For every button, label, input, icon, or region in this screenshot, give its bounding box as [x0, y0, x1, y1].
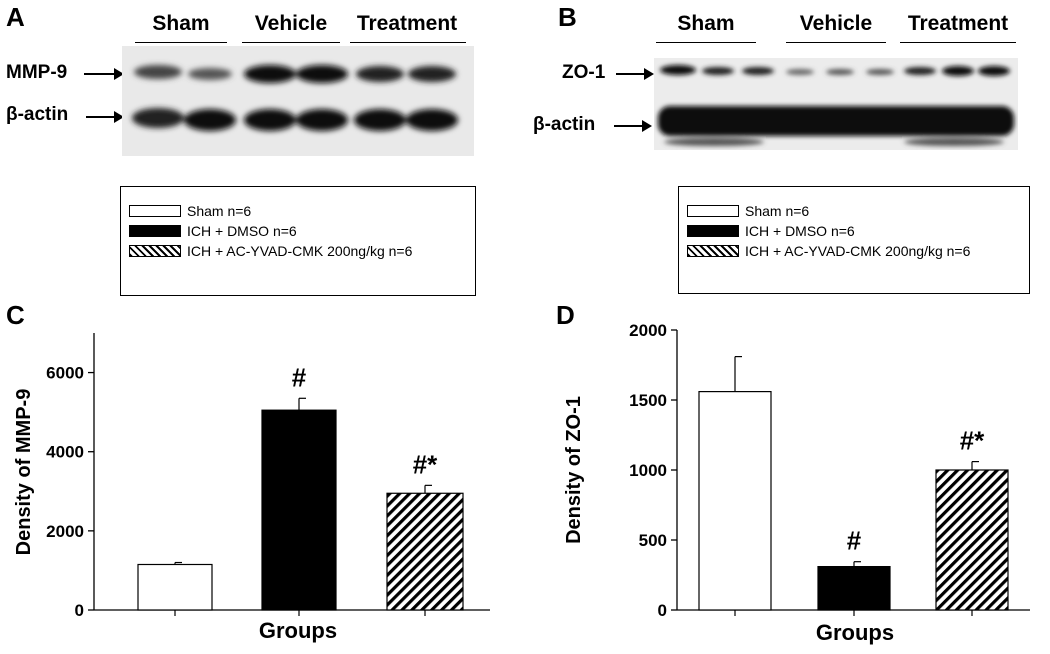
chart-d-bar: [817, 565, 891, 611]
panel-a-group-sham: Sham: [152, 12, 210, 35]
chart-d-y-tick-label: 0: [658, 601, 667, 620]
legend-d-swatch-hatched: [687, 245, 739, 257]
legend-d-swatch-black: [687, 225, 739, 237]
chart-c-significance-label: #: [292, 362, 307, 392]
panel-a-letter: A: [6, 2, 25, 32]
chart-c-bar: [386, 492, 464, 611]
chart-c-y-tick-label: 4000: [46, 443, 84, 462]
panel-b-group-vehicle: Vehicle: [799, 12, 873, 35]
panel-a-blot-image: [122, 46, 474, 156]
panel-a-mmp9-arrow-icon: [84, 68, 124, 80]
chart-c-bar: [137, 563, 213, 611]
legend-d-item-treatment: ICH + AC-YVAD-CMK 200ng/kg n=6: [687, 243, 970, 259]
chart-d-y-tick-label: 2000: [629, 321, 667, 340]
legend-c-swatch-white: [129, 205, 181, 217]
panel-a-group-treatment: Treatment: [356, 12, 458, 35]
panel-a-actin-arrow-icon: [86, 111, 124, 123]
chart-c-plot: 0 2000 4000 6000 # #* Density of MMP-9 Groups: [13, 333, 490, 643]
panel-a-group-line-treatment: [350, 42, 466, 43]
panel-b-group-line-treatment: [900, 42, 1016, 43]
legend-c-swatch-black: [129, 225, 181, 237]
legend-d-label-dmso: ICH + DMSO n=6: [745, 223, 855, 239]
legend-c-label-sham: Sham n=6: [187, 203, 252, 219]
chart-d-bar: [698, 391, 772, 611]
legend-c-label-treatment: ICH + AC-YVAD-CMK 200ng/kg n=6: [187, 243, 413, 259]
panel-a-actin-label: β-actin: [6, 104, 69, 125]
panel-a-group-line-vehicle: [242, 42, 340, 43]
chart-d-y-tick-label: 1000: [629, 461, 667, 480]
panel-b-group-line-vehicle: [786, 42, 886, 43]
legend-c-item-sham: Sham n=6: [129, 203, 251, 219]
chart-d-significance-label: #*: [960, 426, 985, 456]
legend-d-item-sham: Sham n=6: [687, 203, 809, 219]
legend-d-swatch-white: [687, 205, 739, 217]
legend-c-item-treatment: ICH + AC-YVAD-CMK 200ng/kg n=6: [129, 243, 412, 259]
panel-b-actin-label: β-actin: [533, 114, 596, 135]
chart-d-plot: 0 500 1000 1500 2000 # #* Density of ZO-1 Groups: [563, 321, 1030, 645]
panel-a-mmp9-label: MMP-9: [6, 62, 68, 83]
legend-d-label-sham: Sham n=6: [745, 203, 810, 219]
chart-c-y-tick-label: 0: [75, 601, 84, 620]
chart-c-y-label: Density of MMP-9: [13, 389, 35, 556]
panel-d-letter: D: [556, 300, 575, 330]
chart-d-bar: [935, 469, 1009, 611]
chart-c-y-tick-label: 6000: [46, 364, 84, 383]
panel-b-blot-image: [654, 58, 1018, 150]
panel-b-group-line-sham: [656, 42, 756, 43]
chart-d-y-label: Density of ZO-1: [563, 396, 585, 544]
chart-d-y-tick-label: 1500: [629, 391, 667, 410]
panel-b-zo1-arrow-icon: [616, 68, 654, 80]
chart-c-x-label: Groups: [259, 618, 337, 643]
panel-b-letter: B: [558, 2, 577, 32]
panel-b-group-treatment: Treatment: [907, 12, 1009, 35]
chart-d-y-tick-label: 500: [639, 531, 667, 550]
panel-b-zo1-label: ZO-1: [562, 62, 606, 83]
legend-d-label-treatment: ICH + AC-YVAD-CMK 200ng/kg n=6: [745, 243, 971, 259]
legend-c-label-dmso: ICH + DMSO n=6: [187, 223, 297, 239]
legend-c-swatch-hatched: [129, 245, 181, 257]
panel-b-group-sham: Sham: [677, 12, 735, 35]
panel-c-legend: Sham n=6 ICH + DMSO n=6 ICH + AC-YVAD-CM…: [120, 186, 476, 296]
legend-d-item-dmso: ICH + DMSO n=6: [687, 223, 855, 239]
panel-a-group-vehicle: Vehicle: [254, 12, 328, 35]
panel-a-group-line-sham: [135, 42, 227, 43]
panel-c-letter: C: [6, 300, 25, 330]
panel-b-actin-arrow-icon: [614, 120, 652, 132]
legend-c-item-dmso: ICH + DMSO n=6: [129, 223, 297, 239]
chart-d-x-label: Groups: [816, 620, 894, 645]
chart-c-bar: [261, 409, 337, 611]
panel-d-legend: Sham n=6 ICH + DMSO n=6 ICH + AC-YVAD-CM…: [678, 186, 1030, 294]
chart-c-y-tick-label: 2000: [46, 522, 84, 541]
chart-d-significance-label: #: [847, 526, 862, 556]
chart-c-significance-label: #*: [413, 449, 438, 479]
